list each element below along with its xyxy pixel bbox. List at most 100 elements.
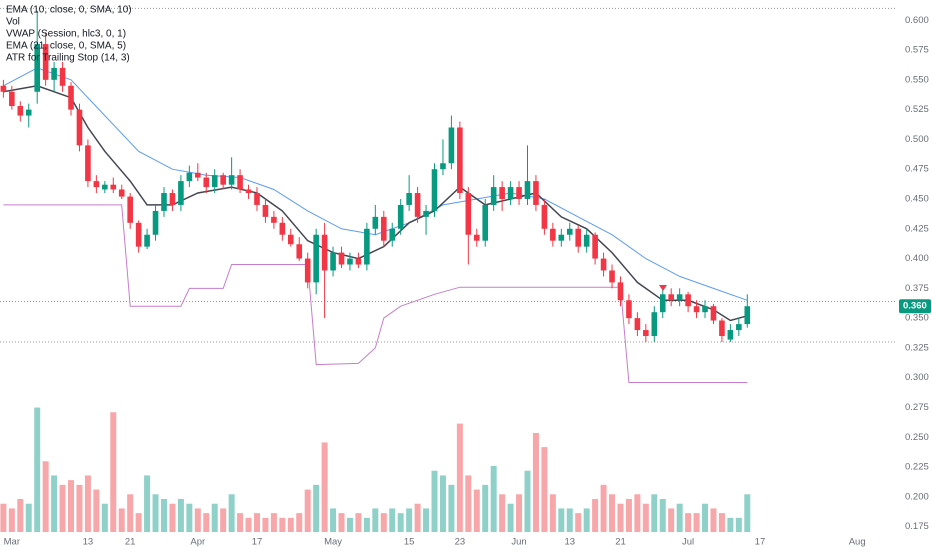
candle-body bbox=[9, 91, 15, 107]
y-tick-label: 0.250 bbox=[905, 432, 929, 443]
candle-body bbox=[102, 184, 108, 190]
candle-body bbox=[524, 181, 531, 199]
candle-body bbox=[152, 210, 159, 235]
candle-body bbox=[693, 306, 700, 313]
candle-body bbox=[0, 85, 7, 92]
candle-body bbox=[490, 187, 497, 205]
candle-body bbox=[448, 127, 455, 164]
y-tick-label: 0.200 bbox=[905, 491, 929, 502]
volume-bar bbox=[507, 503, 514, 532]
volume-bar bbox=[516, 494, 523, 532]
volume-bar bbox=[414, 503, 421, 532]
candle-body bbox=[609, 270, 615, 283]
y-tick-label: 0.575 bbox=[905, 45, 929, 56]
volume-bar bbox=[499, 494, 506, 532]
volume-bar bbox=[685, 513, 692, 532]
candle-body bbox=[440, 163, 446, 170]
volume-bar bbox=[169, 503, 176, 532]
volume-bar bbox=[397, 513, 404, 532]
candle-body bbox=[465, 193, 472, 235]
volume-bar bbox=[279, 517, 286, 532]
x-tick-label: May bbox=[324, 537, 342, 548]
axis-layer: 0.600 0.575 0.550 0.525 0.500 0.475 0.450 0.425… bbox=[4, 15, 931, 548]
volume-bar bbox=[0, 503, 7, 532]
legend-entry: EMA (21, close, 0, SMA, 5) bbox=[6, 41, 126, 52]
candle-body bbox=[710, 306, 717, 321]
volume-bar bbox=[389, 508, 396, 532]
candle-body bbox=[203, 177, 210, 188]
candle-body bbox=[347, 258, 353, 265]
indicator-line bbox=[3, 85, 748, 322]
volume-bar bbox=[355, 513, 362, 532]
volume-bar bbox=[524, 470, 531, 532]
candle-body bbox=[76, 109, 83, 146]
volume-bar bbox=[220, 508, 227, 532]
volume-bar bbox=[600, 484, 607, 532]
volume-bar bbox=[592, 499, 599, 532]
candle-layer bbox=[0, 10, 751, 342]
candle-body bbox=[296, 244, 303, 259]
candle-body bbox=[304, 258, 311, 283]
candle-body bbox=[499, 187, 505, 199]
candle-body bbox=[685, 294, 691, 307]
volume-bar bbox=[744, 494, 751, 532]
volume-bar bbox=[237, 513, 244, 532]
volume-bar bbox=[194, 508, 201, 532]
volume-bar bbox=[659, 499, 666, 532]
volume-bar bbox=[228, 494, 235, 532]
x-tick-label: 21 bbox=[125, 537, 136, 548]
volume-bar bbox=[330, 508, 337, 532]
x-tick-label: 23 bbox=[455, 537, 466, 548]
volume-bar bbox=[456, 423, 463, 532]
candle-body bbox=[85, 145, 91, 182]
candle-body bbox=[575, 228, 582, 247]
volume-bar bbox=[693, 513, 700, 532]
candle-body bbox=[592, 234, 598, 259]
volume-bar bbox=[144, 475, 151, 532]
candle-body bbox=[228, 175, 235, 185]
volume-bar bbox=[211, 503, 218, 532]
volume-bar bbox=[735, 517, 742, 532]
candle-body bbox=[135, 222, 142, 247]
volume-bar bbox=[346, 517, 353, 532]
candle-body bbox=[617, 282, 624, 301]
volume-bar bbox=[634, 494, 641, 532]
last-price-box bbox=[899, 299, 931, 314]
candle-body bbox=[558, 234, 565, 241]
candle-body bbox=[42, 44, 49, 80]
candle-body bbox=[51, 67, 57, 80]
candle-body bbox=[659, 294, 666, 313]
indicator-line bbox=[3, 204, 748, 383]
candle-body bbox=[457, 127, 463, 194]
volume-bar bbox=[625, 499, 632, 532]
y-tick-label: 0.175 bbox=[905, 521, 929, 532]
candle-body bbox=[668, 294, 675, 301]
candle-body bbox=[34, 44, 40, 92]
y-tick-label: 0.225 bbox=[905, 462, 929, 473]
volume-bar bbox=[727, 517, 734, 532]
volume-bar bbox=[17, 499, 24, 532]
y-tick-label: 0.300 bbox=[905, 372, 929, 383]
volume-bar bbox=[363, 517, 370, 532]
volume-bar bbox=[135, 513, 142, 532]
candle-body bbox=[68, 85, 74, 110]
hline-layer bbox=[0, 7, 895, 343]
candle-body bbox=[59, 67, 66, 86]
volume-bar bbox=[287, 517, 294, 532]
candle-body bbox=[262, 204, 269, 217]
volume-bar bbox=[253, 513, 260, 532]
x-tick-label: Jul bbox=[682, 537, 694, 548]
candle-body bbox=[271, 216, 277, 223]
volume-bar bbox=[406, 508, 413, 532]
candle-body bbox=[237, 175, 243, 190]
volume-bar bbox=[262, 517, 269, 532]
candle-body bbox=[507, 187, 514, 199]
signal-marker bbox=[659, 285, 667, 291]
candle-body bbox=[482, 204, 489, 241]
y-tick-label: 0.350 bbox=[905, 313, 929, 324]
candle-body bbox=[702, 306, 708, 313]
candle-body bbox=[93, 181, 100, 188]
volume-bar bbox=[25, 503, 32, 532]
x-tick-label: Jun bbox=[511, 537, 526, 548]
